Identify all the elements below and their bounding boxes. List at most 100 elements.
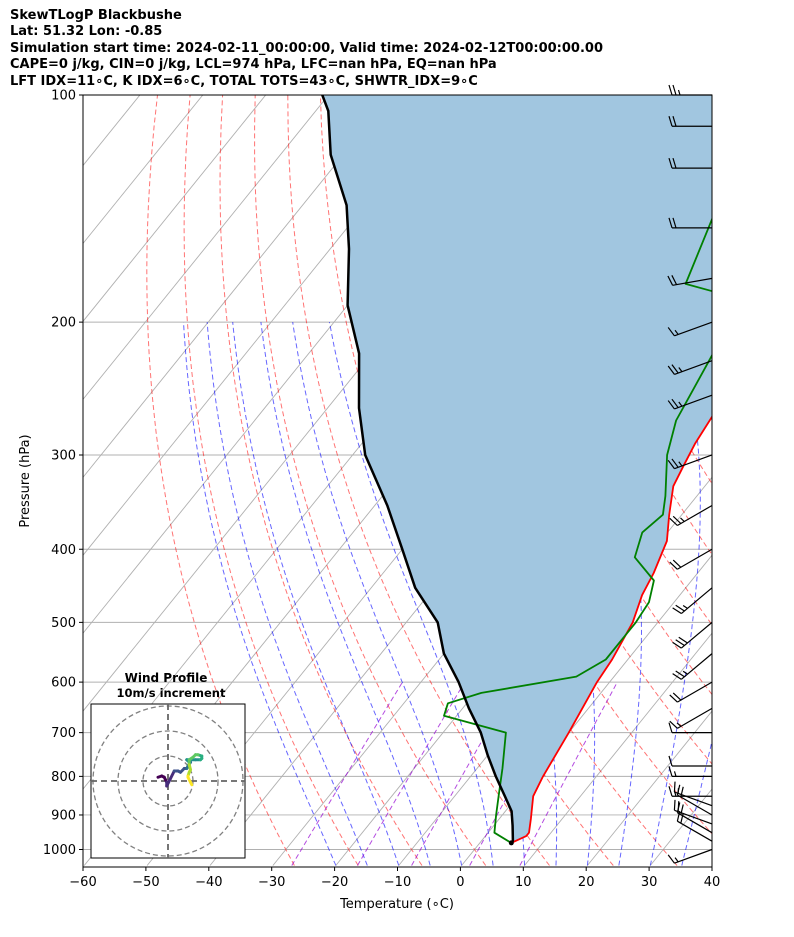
barb-flag — [675, 639, 685, 647]
dry-adiabat — [183, 95, 359, 866]
dry-adiabat — [219, 95, 423, 866]
isotherm-line — [713, 95, 794, 865]
wind-barb — [667, 848, 713, 864]
barb-flag — [671, 458, 679, 468]
mixing-ratio-line — [411, 681, 516, 866]
barb-half-flag — [678, 367, 683, 373]
chart-header: SkewTLogP Blackbushe Lat: 51.32 Lon: -0.… — [10, 8, 603, 90]
barb-half-flag — [678, 401, 683, 407]
x-tick-label: −30 — [258, 875, 285, 890]
wind-barb — [673, 799, 713, 825]
y-tick-label: 600 — [51, 676, 76, 691]
wind-barb — [669, 504, 713, 527]
barb-flag — [672, 559, 682, 568]
wind-barbs — [667, 84, 713, 864]
hodograph-subtitle: 10m/s increment — [117, 686, 226, 700]
barb-flag — [668, 722, 673, 733]
surface-marker — [508, 840, 514, 846]
barb-flag — [668, 217, 673, 229]
wind-barb — [668, 766, 712, 777]
barb-staff — [674, 321, 713, 337]
barb-staff — [677, 504, 713, 527]
moist-adiabat — [713, 322, 794, 865]
isotherm-line — [83, 95, 392, 479]
barb-staff — [677, 548, 713, 570]
wind-barb — [667, 321, 713, 337]
y-tick-label: 200 — [51, 316, 76, 331]
barb-flag — [671, 364, 679, 374]
x-tick-label: 10 — [515, 875, 532, 890]
wind-barb — [672, 653, 713, 680]
hodograph-plot — [91, 704, 245, 858]
barb-staff — [680, 587, 713, 615]
chart-title: SkewTLogP Blackbushe — [10, 8, 182, 23]
y-tick-label: 500 — [51, 616, 76, 631]
y-axis-label: Pressure (hPa) — [18, 434, 33, 527]
barb-staff — [674, 454, 713, 470]
barb-half-flag — [682, 605, 688, 609]
barb-flag — [680, 786, 684, 798]
dry-adiabat — [146, 95, 295, 866]
moist-adiabat — [232, 322, 400, 866]
wind-barb — [667, 360, 713, 375]
dry-adiabat — [287, 95, 550, 866]
isotherm-line — [83, 95, 267, 323]
dewpoint-line — [443, 216, 712, 844]
x-tick-label: 0 — [456, 875, 464, 890]
dry-adiabat — [777, 95, 794, 866]
hodograph-segment — [189, 780, 194, 787]
y-tick-label: 800 — [51, 770, 76, 785]
x-tick-label: −20 — [321, 875, 348, 890]
barb-flag — [667, 365, 675, 375]
wind-barb — [672, 621, 713, 649]
x-axis: −60 −50 −40 −30 −20 −10 0 10 20 30 40 — [69, 867, 720, 890]
barb-half-flag — [673, 771, 677, 777]
isotherm-line — [83, 95, 204, 245]
barb-flag — [671, 275, 678, 285]
dry-adiabat — [710, 95, 712, 99]
barb-flag — [672, 157, 677, 169]
barb-half-flag — [677, 89, 681, 96]
moist-adiabat — [206, 322, 368, 866]
barb-flag — [671, 398, 679, 408]
time-line: Simulation start time: 2024-02-11_00:00:… — [10, 40, 603, 56]
barb-staff — [677, 707, 713, 729]
barb-flag — [672, 84, 677, 96]
barb-flag — [668, 84, 673, 96]
isotherm-line — [587, 710, 712, 866]
wind-barb — [668, 116, 712, 127]
wind-barb — [673, 781, 713, 807]
barb-flag — [669, 517, 678, 526]
barb-staff — [677, 812, 713, 834]
barb-staff — [680, 621, 713, 649]
wind-barb — [668, 722, 712, 734]
y-tick-label: 300 — [51, 448, 76, 463]
barb-flag — [667, 854, 675, 864]
barb-flag — [668, 116, 673, 127]
barb-flag — [677, 801, 680, 812]
x-tick-label: 30 — [641, 875, 658, 890]
barb-staff — [677, 820, 713, 842]
barb-flag — [667, 459, 675, 470]
barb-flag — [669, 561, 678, 570]
temperature-line — [510, 415, 712, 844]
wind-barb — [669, 548, 713, 570]
mixing-ratio-line — [291, 681, 403, 866]
isotherm-line — [83, 95, 329, 401]
moist-adiabat — [649, 321, 701, 866]
barb-flag — [680, 812, 684, 824]
y-tick-label: 100 — [51, 89, 76, 104]
barb-flag — [672, 673, 682, 680]
profile-series — [321, 95, 712, 846]
moist-adiabat — [292, 322, 463, 866]
y-tick-label: 400 — [51, 543, 76, 558]
wind-barb — [667, 454, 713, 470]
wind-barb — [667, 275, 713, 286]
barb-flag — [672, 116, 677, 127]
wind-barb — [668, 84, 712, 96]
wind-barb — [672, 587, 713, 615]
moist-adiabat — [328, 322, 494, 866]
wind-barb — [676, 810, 713, 842]
barb-flag — [672, 217, 677, 229]
barb-flag — [678, 636, 688, 644]
